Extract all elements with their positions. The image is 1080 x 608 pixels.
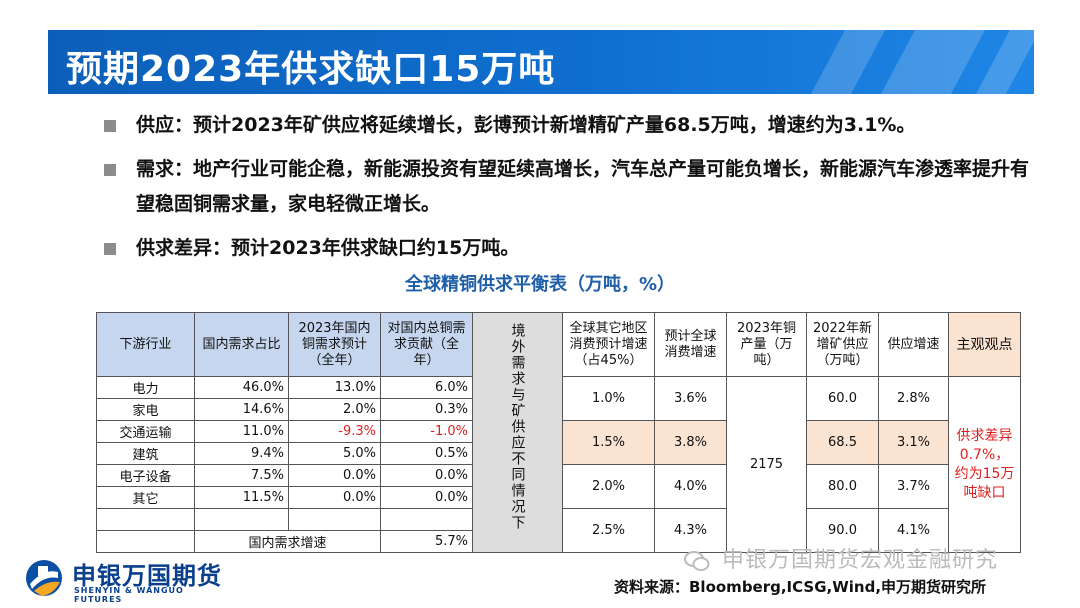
- opinion-cell: 供求差异0.7%，约为15万吨缺口: [948, 376, 1021, 553]
- industry-cell: 其它: [96, 486, 195, 509]
- table-row: 电子设备 7.5% 0.0% 0.0% 2.0% 4.0% 80.0 3.7%: [96, 464, 1021, 509]
- industry-cell: 电力: [96, 376, 195, 399]
- industry-cell: 建筑: [96, 442, 195, 465]
- share-cell: 7.5%: [194, 464, 289, 487]
- logo-mark-icon: [26, 560, 62, 596]
- contrib-cell: 6.0%: [380, 376, 473, 399]
- bullet-text: 需求：地产行业可能企稳，新能源投资有望延续高增长，汽车总产量可能负增长，新能源汽…: [136, 158, 1030, 215]
- bullet-supply: 供应：预计2023年矿供应将延续增长，彭博预计新增精矿产量68.5万吨，增速约为…: [104, 108, 1034, 143]
- global-growth-cell: 3.6%: [654, 376, 727, 421]
- empty-cell: [288, 508, 381, 531]
- company-logo: 申银万国期货 SHENYIN & WANGUO FUTURES: [24, 556, 234, 604]
- bullet-text: 供求差异：预计2023年供求缺口约15万吨。: [136, 237, 520, 259]
- share-cell: 14.6%: [194, 398, 289, 421]
- growth-cell: 2.0%: [288, 398, 381, 421]
- share-cell: 11.0%: [194, 420, 289, 443]
- empty-cell: [194, 508, 289, 531]
- new-supply-cell: 80.0: [806, 464, 879, 509]
- bullet-square-icon: [104, 243, 116, 255]
- other-growth-cell: 1.0%: [562, 376, 655, 421]
- banner-stripe: [880, 30, 986, 94]
- other-growth-cell: 2.5%: [562, 508, 655, 553]
- logo-english: SHENYIN & WANGUO FUTURES: [74, 586, 184, 604]
- new-supply-cell: 68.5: [806, 420, 879, 465]
- global-growth-cell: 4.0%: [654, 464, 727, 509]
- source-note: 资料来源：Bloomberg,ICSG,Wind,申万期货研究所: [614, 578, 987, 596]
- bullet-demand: 需求：地产行业可能企稳，新能源投资有望延续高增长，汽车总产量可能负增长，新能源汽…: [104, 152, 1034, 222]
- header-output: 2023年铜产量（万吨）: [726, 312, 807, 377]
- total-value: 5.7%: [380, 530, 473, 553]
- supply-growth-cell: 2.8%: [878, 376, 949, 421]
- header-new-supply: 2022年新增矿供应（万吨）: [806, 312, 879, 377]
- supply-growth-cell: 3.7%: [878, 464, 949, 509]
- balance-table: 下游行业 国内需求占比 2023年国内铜需求预计（全年） 对国内总铜需求贡献（全…: [96, 312, 1021, 553]
- other-growth-cell: 2.0%: [562, 464, 655, 509]
- table-row: 电力 46.0% 13.0% 6.0% 1.0% 3.6% 2175 60.0 …: [96, 376, 1021, 553]
- header-global-growth: 预计全球消费增速: [654, 312, 727, 377]
- total-label: 国内需求增速: [194, 530, 381, 553]
- wechat-icon: [684, 551, 710, 571]
- bullet-square-icon: [104, 120, 116, 132]
- contrib-cell: 0.5%: [380, 442, 473, 465]
- header-supply-growth: 供应增速: [878, 312, 949, 377]
- share-cell: 9.4%: [194, 442, 289, 465]
- header-industry: 下游行业: [96, 312, 195, 377]
- bullet-list: 供应：预计2023年矿供应将延续增长，彭博预计新增精矿产量68.5万吨，增速约为…: [104, 108, 1034, 275]
- title-banner: 预期2023年供求缺口15万吨: [48, 30, 1034, 94]
- header-contribution: 对国内总铜需求贡献（全年）: [380, 312, 473, 377]
- header-domestic-growth: 2023年国内铜需求预计（全年）: [288, 312, 381, 377]
- new-supply-cell: 90.0: [806, 508, 879, 553]
- global-growth-cell: 3.8%: [654, 420, 727, 465]
- header-view: 主观观点: [948, 312, 1021, 377]
- overseas-scenario-cell: 境外需求与矿供应不同情况下: [472, 312, 563, 553]
- industry-cell: 家电: [96, 398, 195, 421]
- industry-cell: 电子设备: [96, 464, 195, 487]
- empty-cell: [380, 508, 473, 531]
- table-title: 全球精铜供求平衡表（万吨，%）: [404, 274, 676, 295]
- growth-cell: 5.0%: [288, 442, 381, 465]
- industry-cell: 交通运输: [96, 420, 195, 443]
- watermark-text: 申银万国期货宏观金融研究: [722, 548, 999, 573]
- header-share: 国内需求占比: [194, 312, 289, 377]
- bullet-gap: 供求差异：预计2023年供求缺口约15万吨。: [104, 231, 1034, 266]
- banner-stripe: [810, 30, 886, 94]
- table-row: 其它 11.5% 0.0% 0.0%: [96, 486, 1021, 509]
- growth-cell: -9.3%: [288, 420, 381, 443]
- contrib-cell: 0.3%: [380, 398, 473, 421]
- header-row: 下游行业 国内需求占比 2023年国内铜需求预计（全年） 对国内总铜需求贡献（全…: [96, 312, 1021, 553]
- other-growth-cell: 1.5%: [562, 420, 655, 465]
- supply-growth-cell: 3.1%: [878, 420, 949, 465]
- total-row: 国内需求增速 5.7%: [96, 530, 1021, 553]
- contrib-cell: -1.0%: [380, 420, 473, 443]
- watermark: 申银万国期货宏观金融研究: [684, 542, 998, 574]
- header-other-growth: 全球其它地区消费预计增速（占45%）: [562, 312, 655, 377]
- contrib-cell: 0.0%: [380, 464, 473, 487]
- overseas-scenario-label: 境外需求与矿供应不同情况下: [509, 323, 526, 531]
- table-row: 2.5% 4.3% 90.0 4.1%: [96, 508, 1021, 553]
- page-title: 预期2023年供求缺口15万吨: [66, 49, 556, 90]
- contrib-cell: 0.0%: [380, 486, 473, 509]
- empty-cell: [96, 530, 195, 553]
- empty-cell: [96, 508, 195, 531]
- share-cell: 11.5%: [194, 486, 289, 509]
- share-cell: 46.0%: [194, 376, 289, 399]
- bullet-text: 供应：预计2023年矿供应将延续增长，彭博预计新增精矿产量68.5万吨，增速约为…: [136, 114, 916, 136]
- growth-cell: 0.0%: [288, 464, 381, 487]
- new-supply-cell: 60.0: [806, 376, 879, 421]
- banner-stripe: [975, 30, 1034, 94]
- supply-growth-cell: 4.1%: [878, 508, 949, 553]
- growth-cell: 13.0%: [288, 376, 381, 399]
- growth-cell: 0.0%: [288, 486, 381, 509]
- logo-name: 申银万国期货: [72, 562, 222, 590]
- bullet-square-icon: [104, 164, 116, 176]
- table-row: 交通运输 11.0% -9.3% -1.0% 1.5% 3.8% 68.5 3.…: [96, 420, 1021, 465]
- global-growth-cell: 4.3%: [654, 508, 727, 553]
- output-cell: 2175: [726, 376, 807, 553]
